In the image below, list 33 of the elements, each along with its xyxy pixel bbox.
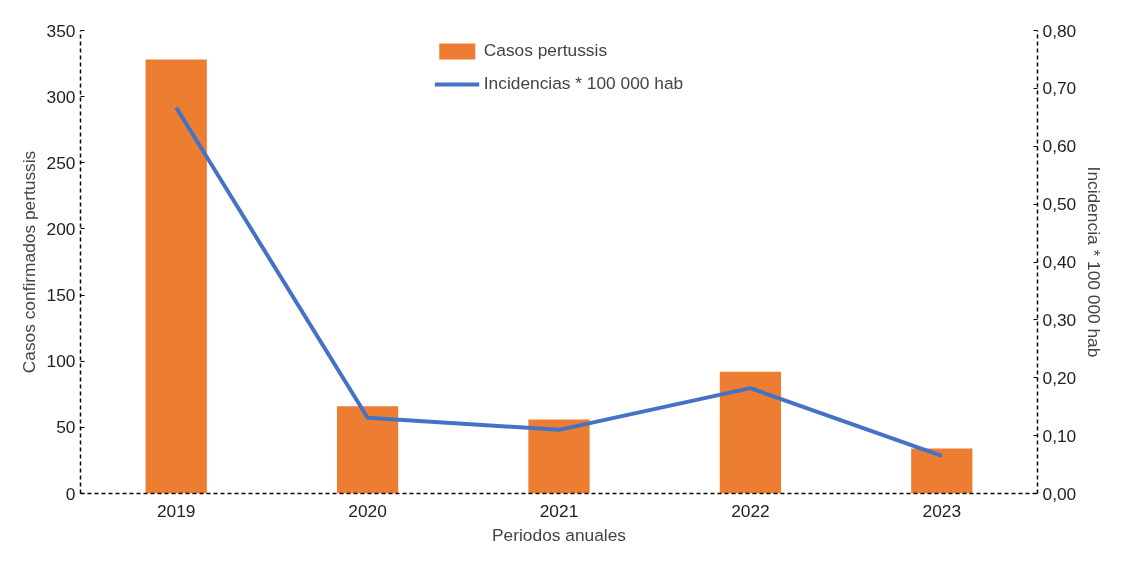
y2-tick-label: 0,80 — [1042, 20, 1077, 41]
y-tick-label: 50 — [56, 417, 76, 438]
y2-tick-label: 0,00 — [1042, 483, 1077, 504]
y-tick-label: 350 — [46, 20, 76, 41]
y2-tick-label: 0,70 — [1042, 78, 1077, 99]
y-tick-label: 250 — [46, 152, 76, 173]
x-tick-label: 2022 — [731, 500, 770, 521]
x-tick-label: 2021 — [539, 500, 579, 521]
y-tick-label: 0 — [65, 483, 76, 504]
y2-tick-label: 0,50 — [1042, 194, 1077, 215]
y-tick-label: 100 — [46, 351, 76, 372]
y-tick-label: 200 — [46, 218, 76, 239]
y-tick-label: 300 — [46, 86, 76, 107]
bar — [336, 406, 399, 494]
x-tick-label: 2020 — [348, 500, 387, 521]
bar — [911, 448, 973, 494]
y2-axis-title: Incidencia * 100 000 hab — [1084, 166, 1105, 358]
y2-tick-label: 0,20 — [1042, 367, 1077, 388]
bar — [145, 59, 207, 494]
y2-tick-label: 0,40 — [1042, 252, 1077, 272]
line-series — [174, 105, 944, 458]
legend-label: Incidencias * 100 000 hab — [483, 73, 684, 94]
x-tick-label: 2023 — [922, 500, 962, 521]
legend-label: Casos pertussis — [483, 40, 608, 61]
x-axis-title: Periodos anuales — [492, 524, 627, 545]
y-tick-label: 150 — [46, 285, 76, 306]
x-tick-label: 2019 — [156, 500, 196, 521]
y2-tick-label: 0,10 — [1042, 425, 1077, 446]
bar — [719, 371, 782, 494]
y-axis-title: Casos confirmados pertussis — [18, 150, 39, 374]
y2-tick-label: 0,60 — [1042, 136, 1077, 157]
bar — [528, 419, 590, 494]
y2-tick-label: 0,30 — [1042, 309, 1077, 330]
